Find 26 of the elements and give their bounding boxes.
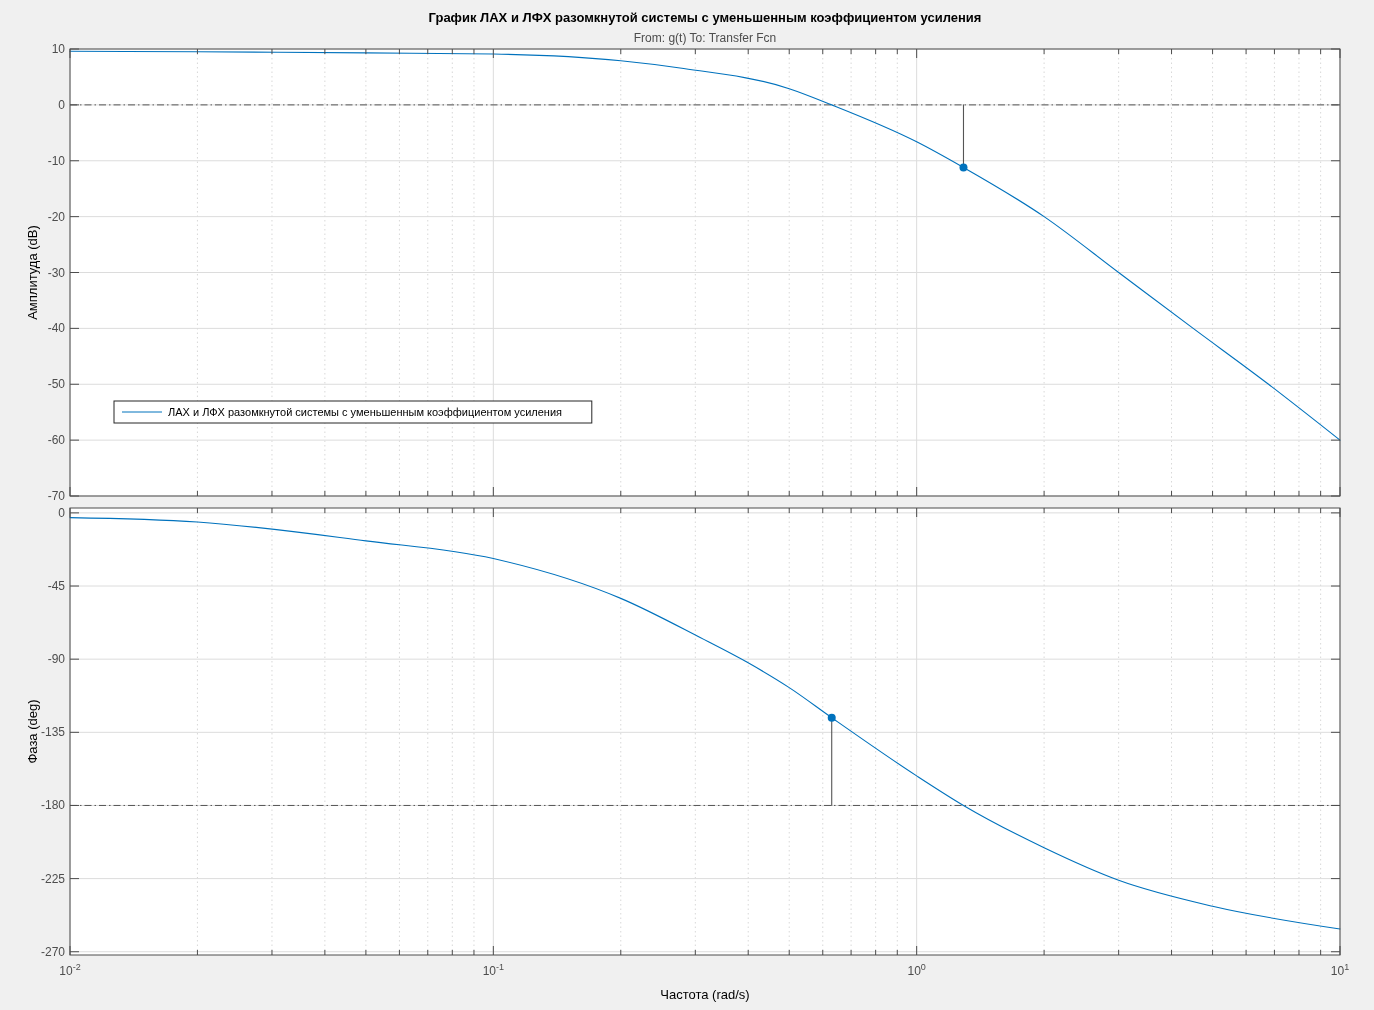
y-tick-label: -10 xyxy=(47,153,66,168)
y-tick-label: -60 xyxy=(47,433,66,448)
y-tick-label: -225 xyxy=(40,871,66,886)
y-tick-label: -30 xyxy=(47,265,66,280)
y-tick-label: -20 xyxy=(47,209,66,224)
y-tick-label: -90 xyxy=(47,652,66,667)
y-tick-label: -45 xyxy=(47,579,66,594)
y-tick-label: -135 xyxy=(40,725,66,740)
chart-subtitle: From: g(t) To: Transfer Fcn xyxy=(633,31,777,45)
x-tick-label: 10$^{-1}$ xyxy=(482,962,505,978)
x-tick-label: 10$^{-2}$ xyxy=(59,962,81,978)
x-axis-title: Частота (rad/s) xyxy=(660,987,750,1002)
y-tick-label: -70 xyxy=(47,489,66,503)
y-axis-title: Амплитуда (dB) xyxy=(25,225,40,320)
y-tick-label: -40 xyxy=(47,321,66,336)
legend-label: ЛАХ и ЛФХ разомкнутой системы с уменьшенным коэффициентом усиления xyxy=(168,406,563,418)
chart-title: График ЛАХ и ЛФХ разомкнутой системы с уменьшенным коэффициентом усиления xyxy=(428,10,982,25)
y-tick-label: 0 xyxy=(58,505,66,520)
y-axis-title: Фаза (deg) xyxy=(25,699,40,764)
x-tick-label: 10$^{0}$ xyxy=(907,962,926,978)
y-tick-label: 0 xyxy=(58,97,66,112)
y-tick-label: 10 xyxy=(51,42,66,56)
x-tick-label: 10$^{1}$ xyxy=(1330,962,1350,978)
y-tick-label: -50 xyxy=(47,377,66,392)
y-tick-label: -180 xyxy=(40,798,66,813)
y-tick-label: -270 xyxy=(40,944,66,959)
